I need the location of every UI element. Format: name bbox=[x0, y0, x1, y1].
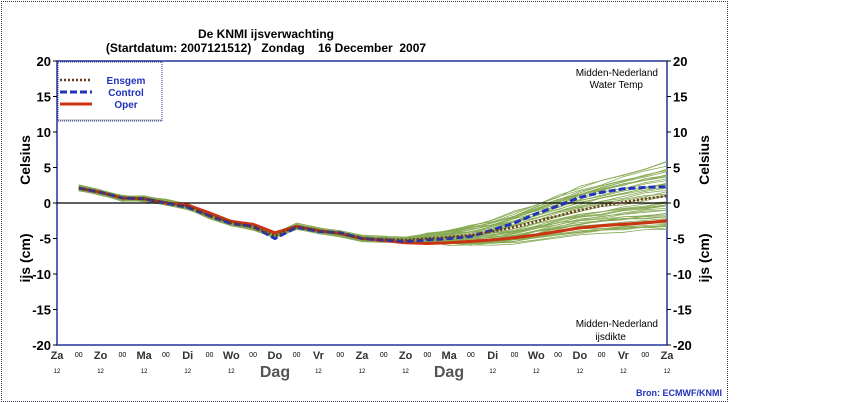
x-tick-hour: 12 bbox=[577, 369, 584, 375]
y-tick-label: 10 bbox=[673, 125, 687, 140]
x-tick-label: Wo bbox=[223, 350, 240, 362]
x-tick-midnight: 00 bbox=[511, 352, 519, 359]
y-label-ice-left: ijs (cm) bbox=[17, 233, 33, 282]
y-tick-label: -20 bbox=[673, 338, 692, 353]
x-tick-label: Di bbox=[182, 350, 193, 362]
x-tick-label: Za bbox=[51, 350, 65, 362]
y-tick-label: -10 bbox=[673, 267, 692, 282]
legend-label-control: Control bbox=[108, 88, 144, 99]
y-tick-label: 5 bbox=[44, 161, 51, 176]
x-tick-hour: 12 bbox=[489, 369, 496, 375]
x-tick-hour: 12 bbox=[228, 369, 235, 375]
y-tick-label: 10 bbox=[37, 125, 51, 140]
x-tick-label: Di bbox=[487, 350, 498, 362]
x-tick-midnight: 00 bbox=[380, 352, 388, 359]
x-tick-label: Za bbox=[356, 350, 370, 362]
y-tick-label: -15 bbox=[32, 303, 51, 318]
x-tick-hour: 12 bbox=[620, 369, 627, 375]
x-tick-label: Ma bbox=[442, 350, 458, 362]
y-tick-label: 15 bbox=[37, 90, 51, 105]
x-tick-midnight: 00 bbox=[467, 352, 475, 359]
x-tick-midnight: 00 bbox=[423, 352, 431, 359]
x-tick-label: Ma bbox=[137, 350, 153, 362]
x-tick-hour: 12 bbox=[402, 369, 409, 375]
x-tick-label: Wo bbox=[528, 350, 545, 362]
y-tick-label: -15 bbox=[673, 303, 692, 318]
y-label-celsius-left: Celsius bbox=[17, 135, 33, 185]
x-tick-midnight: 00 bbox=[162, 352, 170, 359]
x-label-2: Dag bbox=[434, 364, 464, 381]
x-tick-midnight: 00 bbox=[598, 352, 606, 359]
x-label-1: Dag bbox=[260, 364, 290, 381]
x-tick-hour: 12 bbox=[54, 369, 61, 375]
annotation-region-top: Midden-Nederland bbox=[576, 68, 658, 79]
source-credit: Bron: ECMWF/KNMI bbox=[636, 388, 722, 398]
y-tick-label: 20 bbox=[673, 54, 687, 69]
x-tick-midnight: 00 bbox=[554, 352, 562, 359]
x-tick-label: Do bbox=[268, 350, 283, 362]
x-tick-midnight: 00 bbox=[641, 352, 649, 359]
x-tick-hour: 12 bbox=[664, 369, 671, 375]
annotation-water-temp: Water Temp bbox=[590, 80, 644, 91]
x-tick-midnight: 00 bbox=[118, 352, 126, 359]
y-tick-label: 0 bbox=[673, 196, 680, 211]
x-tick-midnight: 00 bbox=[293, 352, 301, 359]
y-tick-label: 15 bbox=[673, 90, 687, 105]
y-tick-label: -5 bbox=[39, 232, 51, 247]
annotation-ijsdikte: ijsdikte bbox=[595, 332, 626, 343]
y-tick-label: 20 bbox=[37, 54, 51, 69]
x-tick-label: Zo bbox=[399, 350, 413, 362]
series-line-ensgem bbox=[78, 186, 668, 242]
y-tick-label: 0 bbox=[44, 196, 51, 211]
x-tick-midnight: 00 bbox=[336, 352, 344, 359]
x-tick-hour: 12 bbox=[184, 369, 191, 375]
chart-title: De KNMI ijsverwachting bbox=[198, 27, 334, 41]
y-tick-label: -5 bbox=[673, 232, 685, 247]
x-tick-label: Zo bbox=[94, 350, 108, 362]
x-tick-hour: 12 bbox=[97, 369, 104, 375]
legend-label-oper: Oper bbox=[114, 100, 137, 111]
y-tick-label: -10 bbox=[32, 267, 51, 282]
x-tick-label: Vr bbox=[313, 350, 325, 362]
annotation-region-bottom: Midden-Nederland bbox=[576, 319, 658, 330]
x-tick-hour: 12 bbox=[359, 369, 366, 375]
x-tick-midnight: 00 bbox=[75, 352, 83, 359]
x-tick-midnight: 00 bbox=[206, 352, 214, 359]
y-tick-label: 5 bbox=[673, 161, 680, 176]
legend-label-ensgem: Ensgem bbox=[107, 76, 146, 87]
y-label-ice-right: ijs (cm) bbox=[696, 233, 712, 282]
x-tick-label: Do bbox=[573, 350, 588, 362]
x-tick-hour: 12 bbox=[315, 369, 322, 375]
x-tick-label: Za bbox=[661, 350, 675, 362]
y-tick-label: -20 bbox=[32, 338, 51, 353]
x-tick-midnight: 00 bbox=[249, 352, 257, 359]
x-tick-hour: 12 bbox=[533, 369, 540, 375]
y-label-celsius-right: Celsius bbox=[696, 135, 712, 185]
chart-subtitle: (Startdatum: 2007121512) Zondag 16 Decem… bbox=[106, 41, 426, 55]
x-tick-hour: 12 bbox=[141, 369, 148, 375]
x-tick-label: Vr bbox=[618, 350, 630, 362]
